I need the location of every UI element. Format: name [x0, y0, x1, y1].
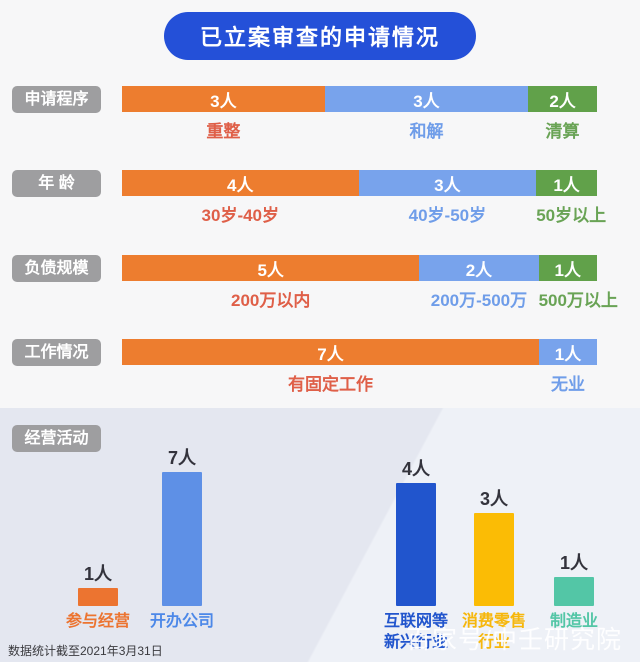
- bar-segment: 3人: [324, 86, 529, 112]
- segment-captions: 重整 和解 清算: [122, 117, 597, 142]
- bar-segment: 1人: [536, 170, 597, 196]
- vertical-bar: [474, 513, 514, 606]
- data-cutoff-note: 数据统计截至2021年3月31日: [8, 644, 163, 658]
- bar-segment: 7人: [122, 339, 540, 365]
- watermark: 百家号/中壬研究院: [406, 626, 622, 654]
- row-label-pill: 申请程序: [12, 86, 101, 113]
- segment-captions: 有固定工作 无业: [122, 370, 597, 395]
- segment-caption: 重整: [206, 122, 241, 141]
- segment-caption: 200万以内: [230, 291, 311, 310]
- bar-value-label: 4人: [401, 459, 430, 479]
- vertical-bar: [78, 588, 118, 606]
- bar-segment: 2人: [419, 255, 539, 281]
- vertical-bar: [554, 577, 594, 606]
- stacked-bar: 7人 1人: [122, 339, 597, 365]
- segment-caption: 和解: [409, 122, 444, 141]
- row-label-pill: 工作情况: [12, 339, 101, 366]
- segment-caption: 200万-500万: [430, 291, 528, 310]
- row-label-pill: 负债规模: [12, 255, 101, 282]
- bar-segment: 1人: [539, 339, 597, 365]
- vertical-bar: [162, 472, 202, 606]
- bar-value-label: 7人: [167, 448, 196, 468]
- section-label-business-activity: 经营活动: [12, 425, 101, 452]
- stacked-bar: 5人 2人 1人: [122, 255, 597, 281]
- bar-value-label: 1人: [83, 564, 112, 584]
- bar-segment: 3人: [358, 170, 537, 196]
- bar-category-label: 开办公司: [149, 613, 214, 630]
- bar-category-label: 制造业: [549, 613, 598, 630]
- segment-captions: 200万以内 200万-500万 500万以上: [122, 286, 618, 311]
- activity-section-background: [0, 408, 640, 662]
- bar-category-label: 参与经营: [65, 613, 130, 630]
- bar-value-label: 3人: [479, 489, 508, 509]
- vertical-bar: [396, 483, 436, 606]
- row-label-pill: 年 龄: [12, 170, 101, 197]
- page-title: 已立案审查的申请情况: [163, 12, 477, 60]
- segment-captions: 30岁-40岁 40岁-50岁 50岁以上: [122, 201, 607, 226]
- bar-category-label: 互联网等 新兴行业: [383, 613, 448, 651]
- bar-segment: 5人: [122, 255, 420, 281]
- stacked-bar: 4人 3人 1人: [122, 170, 597, 196]
- bar-segment: 2人: [528, 86, 597, 112]
- segment-caption: 有固定工作: [288, 375, 374, 394]
- segment-caption: 30岁-40岁: [201, 206, 280, 225]
- bar-value-label: 1人: [559, 553, 588, 573]
- segment-caption: 清算: [545, 122, 580, 141]
- segment-caption: 500万以上: [538, 291, 618, 310]
- bar-segment: 3人: [122, 86, 325, 112]
- segment-caption: 无业: [551, 375, 586, 394]
- bar-category-label: 消费零售 行业: [461, 613, 526, 651]
- bar-segment: 1人: [538, 255, 597, 281]
- stacked-bar: 3人 3人 2人: [122, 86, 597, 112]
- bar-segment: 4人: [122, 170, 359, 196]
- segment-caption: 50岁以上: [536, 206, 607, 225]
- segment-caption: 40岁-50岁: [408, 206, 487, 225]
